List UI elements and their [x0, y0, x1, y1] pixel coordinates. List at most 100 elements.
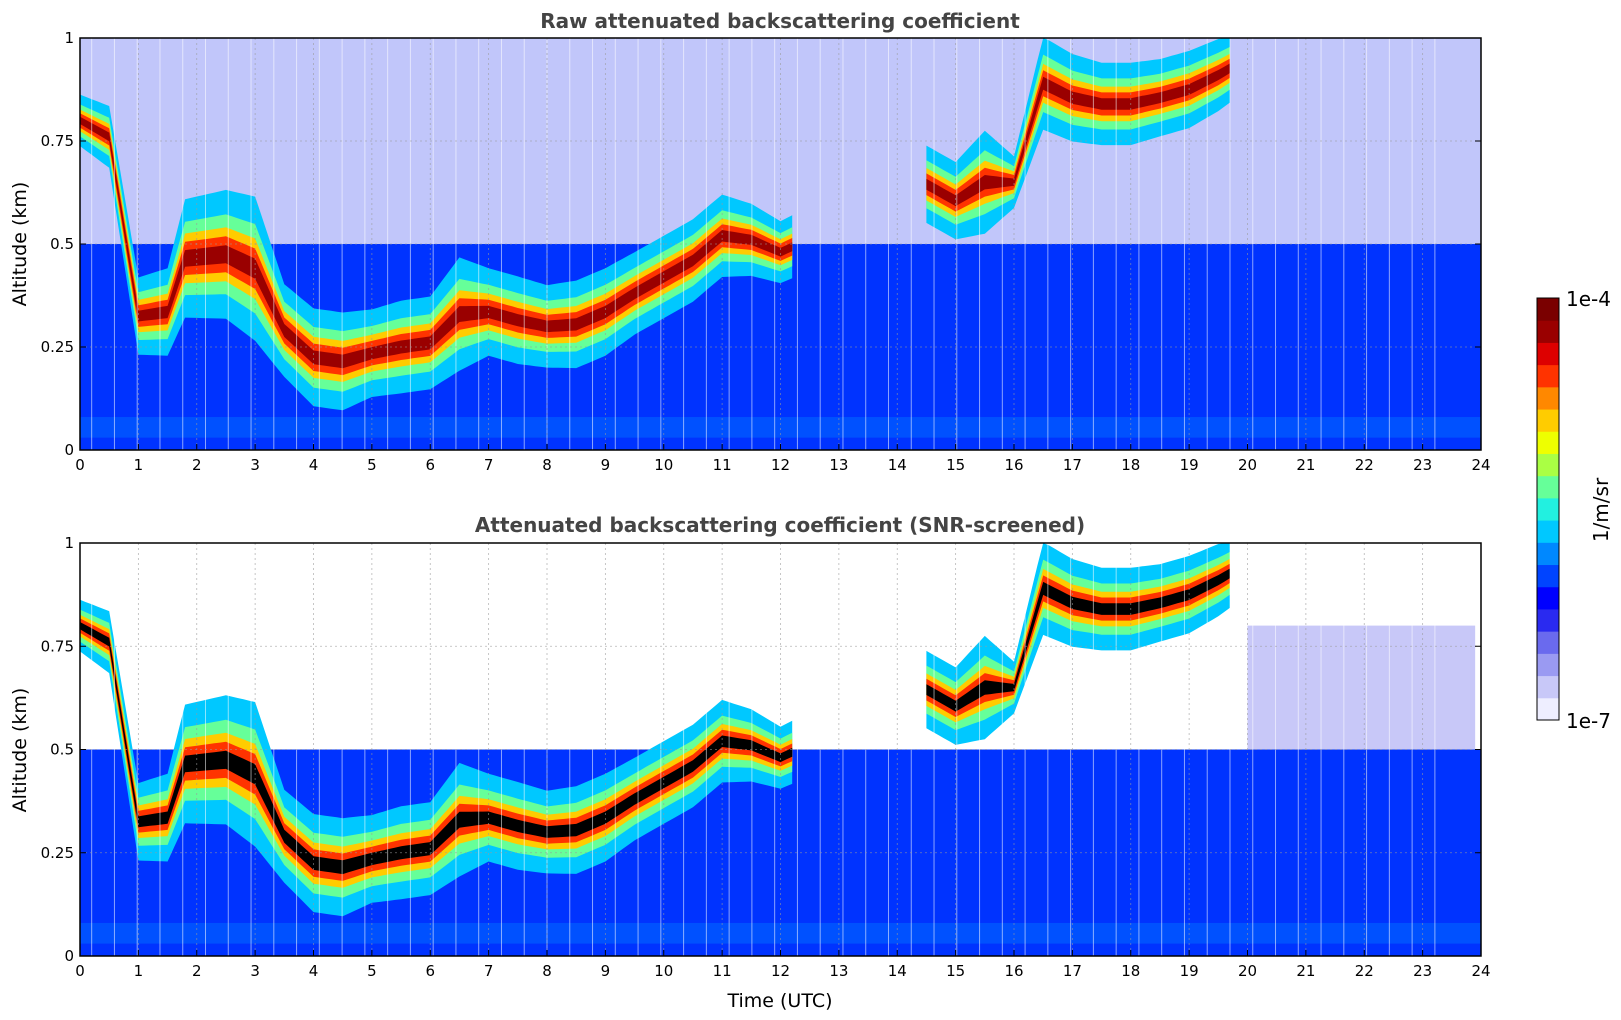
colorbar-swatch [1537, 653, 1559, 677]
raw-y-axis: 0 0.25 0.5 0.75 1 [41, 29, 1481, 459]
y-tick-label: 0.25 [41, 338, 74, 356]
x-tick-label: 8 [542, 456, 552, 474]
x-tick-label: 0 [75, 456, 85, 474]
x-tick-label: 22 [1355, 962, 1374, 980]
colorbar-swatch [1537, 697, 1559, 721]
colorbar: 1e-4 1e-7 1/m/sr [1536, 287, 1613, 733]
x-tick-label: 20 [1238, 962, 1257, 980]
y-tick-label: 0.5 [50, 235, 74, 253]
x-tick-label: 6 [425, 456, 435, 474]
colorbar-swatch [1537, 542, 1559, 566]
colorbar-swatch [1537, 497, 1559, 521]
x-tick-label: 23 [1413, 962, 1432, 980]
y-tick-label: 1 [64, 534, 74, 552]
x-tick-label: 19 [1180, 962, 1199, 980]
raw-panel-title: Raw attenuated backscattering coefficien… [540, 9, 1020, 33]
x-tick-label: 12 [771, 456, 790, 474]
colorbar-swatch [1537, 320, 1559, 343]
x-tick-label: 24 [1471, 962, 1490, 980]
x-tick-label: 14 [888, 456, 907, 474]
x-tick-label: 18 [1121, 962, 1140, 980]
x-tick-label: 4 [309, 962, 319, 980]
x-tick-label: 6 [425, 962, 435, 980]
colorbar-max-label: 1e-4 [1566, 287, 1611, 311]
raw-x-axis: 0 1 2 3 4 5 6 7 8 9 10 11 12 13 14 15 16 17 18 19 20 21 22 23 24 [75, 444, 1491, 474]
colorbar-swatch [1537, 586, 1559, 610]
colorbar-swatch [1537, 675, 1559, 699]
colorbar-swatch [1537, 453, 1559, 477]
x-tick-label: 3 [250, 962, 260, 980]
x-tick-label: 0 [75, 962, 85, 980]
raw-backscatter-panel: Raw attenuated backscattering coefficien… [9, 9, 1491, 474]
x-tick-label: 13 [829, 962, 848, 980]
x-tick-label: 15 [946, 456, 965, 474]
colorbar-swatch [1537, 520, 1559, 543]
colorbar-swatch [1537, 298, 1559, 321]
x-tick-label: 19 [1180, 456, 1199, 474]
colorbar-swatch [1537, 564, 1559, 588]
x-tick-label: 2 [192, 962, 202, 980]
screened-noise-region [1247, 625, 1476, 750]
layer-band-4-0 [80, 116, 793, 369]
x-tick-label: 16 [1004, 456, 1023, 474]
colorbar-min-label: 1e-7 [1566, 709, 1611, 733]
x-tick-label: 8 [542, 962, 552, 980]
screened-y-axis-label: Altitude (km) [9, 688, 31, 813]
x-tick-label: 10 [654, 456, 673, 474]
layer-band-4-1 [926, 63, 1230, 207]
x-tick-label: 11 [713, 456, 732, 474]
screened-y-axis: 0 0.25 0.5 0.75 1 [41, 534, 1481, 965]
x-tick-label: 22 [1355, 456, 1374, 474]
colorbar-swatch [1537, 608, 1559, 632]
screened-x-axis: 0 1 2 3 4 5 6 7 8 9 10 11 12 13 14 15 16 17 18 19 20 21 22 23 24 [75, 950, 1491, 980]
x-tick-label: 18 [1121, 456, 1140, 474]
y-tick-label: 0.25 [41, 844, 74, 862]
y-tick-label: 0.5 [50, 741, 74, 759]
x-tick-label: 4 [309, 456, 319, 474]
colorbar-swatch [1537, 431, 1559, 454]
y-tick-label: 0.75 [41, 132, 74, 150]
y-tick-label: 1 [64, 29, 74, 47]
layer-band-4-1 [926, 568, 1230, 712]
colorbar-swatch [1537, 364, 1559, 388]
x-tick-label: 7 [484, 962, 494, 980]
x-tick-label: 5 [367, 962, 377, 980]
y-tick-label: 0 [64, 947, 74, 965]
x-tick-label: 3 [250, 456, 260, 474]
x-tick-label: 17 [1063, 962, 1082, 980]
x-tick-label: 24 [1471, 456, 1490, 474]
x-tick-label: 11 [713, 962, 732, 980]
colorbar-swatches [1537, 298, 1559, 721]
x-tick-label: 10 [654, 962, 673, 980]
x-tick-label: 13 [829, 456, 848, 474]
x-tick-label: 5 [367, 456, 377, 474]
colorbar-swatch [1537, 631, 1559, 654]
colorbar-unit-label: 1/m/sr [1589, 477, 1613, 542]
x-tick-label: 7 [484, 456, 494, 474]
x-tick-label: 9 [601, 962, 611, 980]
x-tick-label: 23 [1413, 456, 1432, 474]
colorbar-swatch [1537, 409, 1559, 432]
colorbar-frame [1536, 297, 1560, 721]
x-tick-label: 1 [134, 962, 144, 980]
near-surface-band [80, 417, 1481, 438]
x-tick-label: 2 [192, 456, 202, 474]
x-tick-label: 1 [134, 456, 144, 474]
x-tick-label: 20 [1238, 456, 1257, 474]
colorbar-swatch [1537, 342, 1559, 366]
x-tick-label: 16 [1004, 962, 1023, 980]
x-tick-label: 21 [1296, 456, 1315, 474]
x-tick-label: 14 [888, 962, 907, 980]
x-tick-label: 12 [771, 962, 790, 980]
x-tick-label: 15 [946, 962, 965, 980]
y-tick-label: 0.75 [41, 637, 74, 655]
colorbar-swatch [1537, 386, 1559, 410]
y-tick-label: 0 [64, 441, 74, 459]
x-tick-label: 9 [601, 456, 611, 474]
layer-band-4-0 [80, 622, 793, 875]
x-tick-label: 21 [1296, 962, 1315, 980]
screened-panel-title: Attenuated backscattering coefficient (S… [475, 513, 1085, 537]
colorbar-swatch [1537, 475, 1559, 499]
raw-y-axis-label: Altitude (km) [9, 182, 31, 307]
